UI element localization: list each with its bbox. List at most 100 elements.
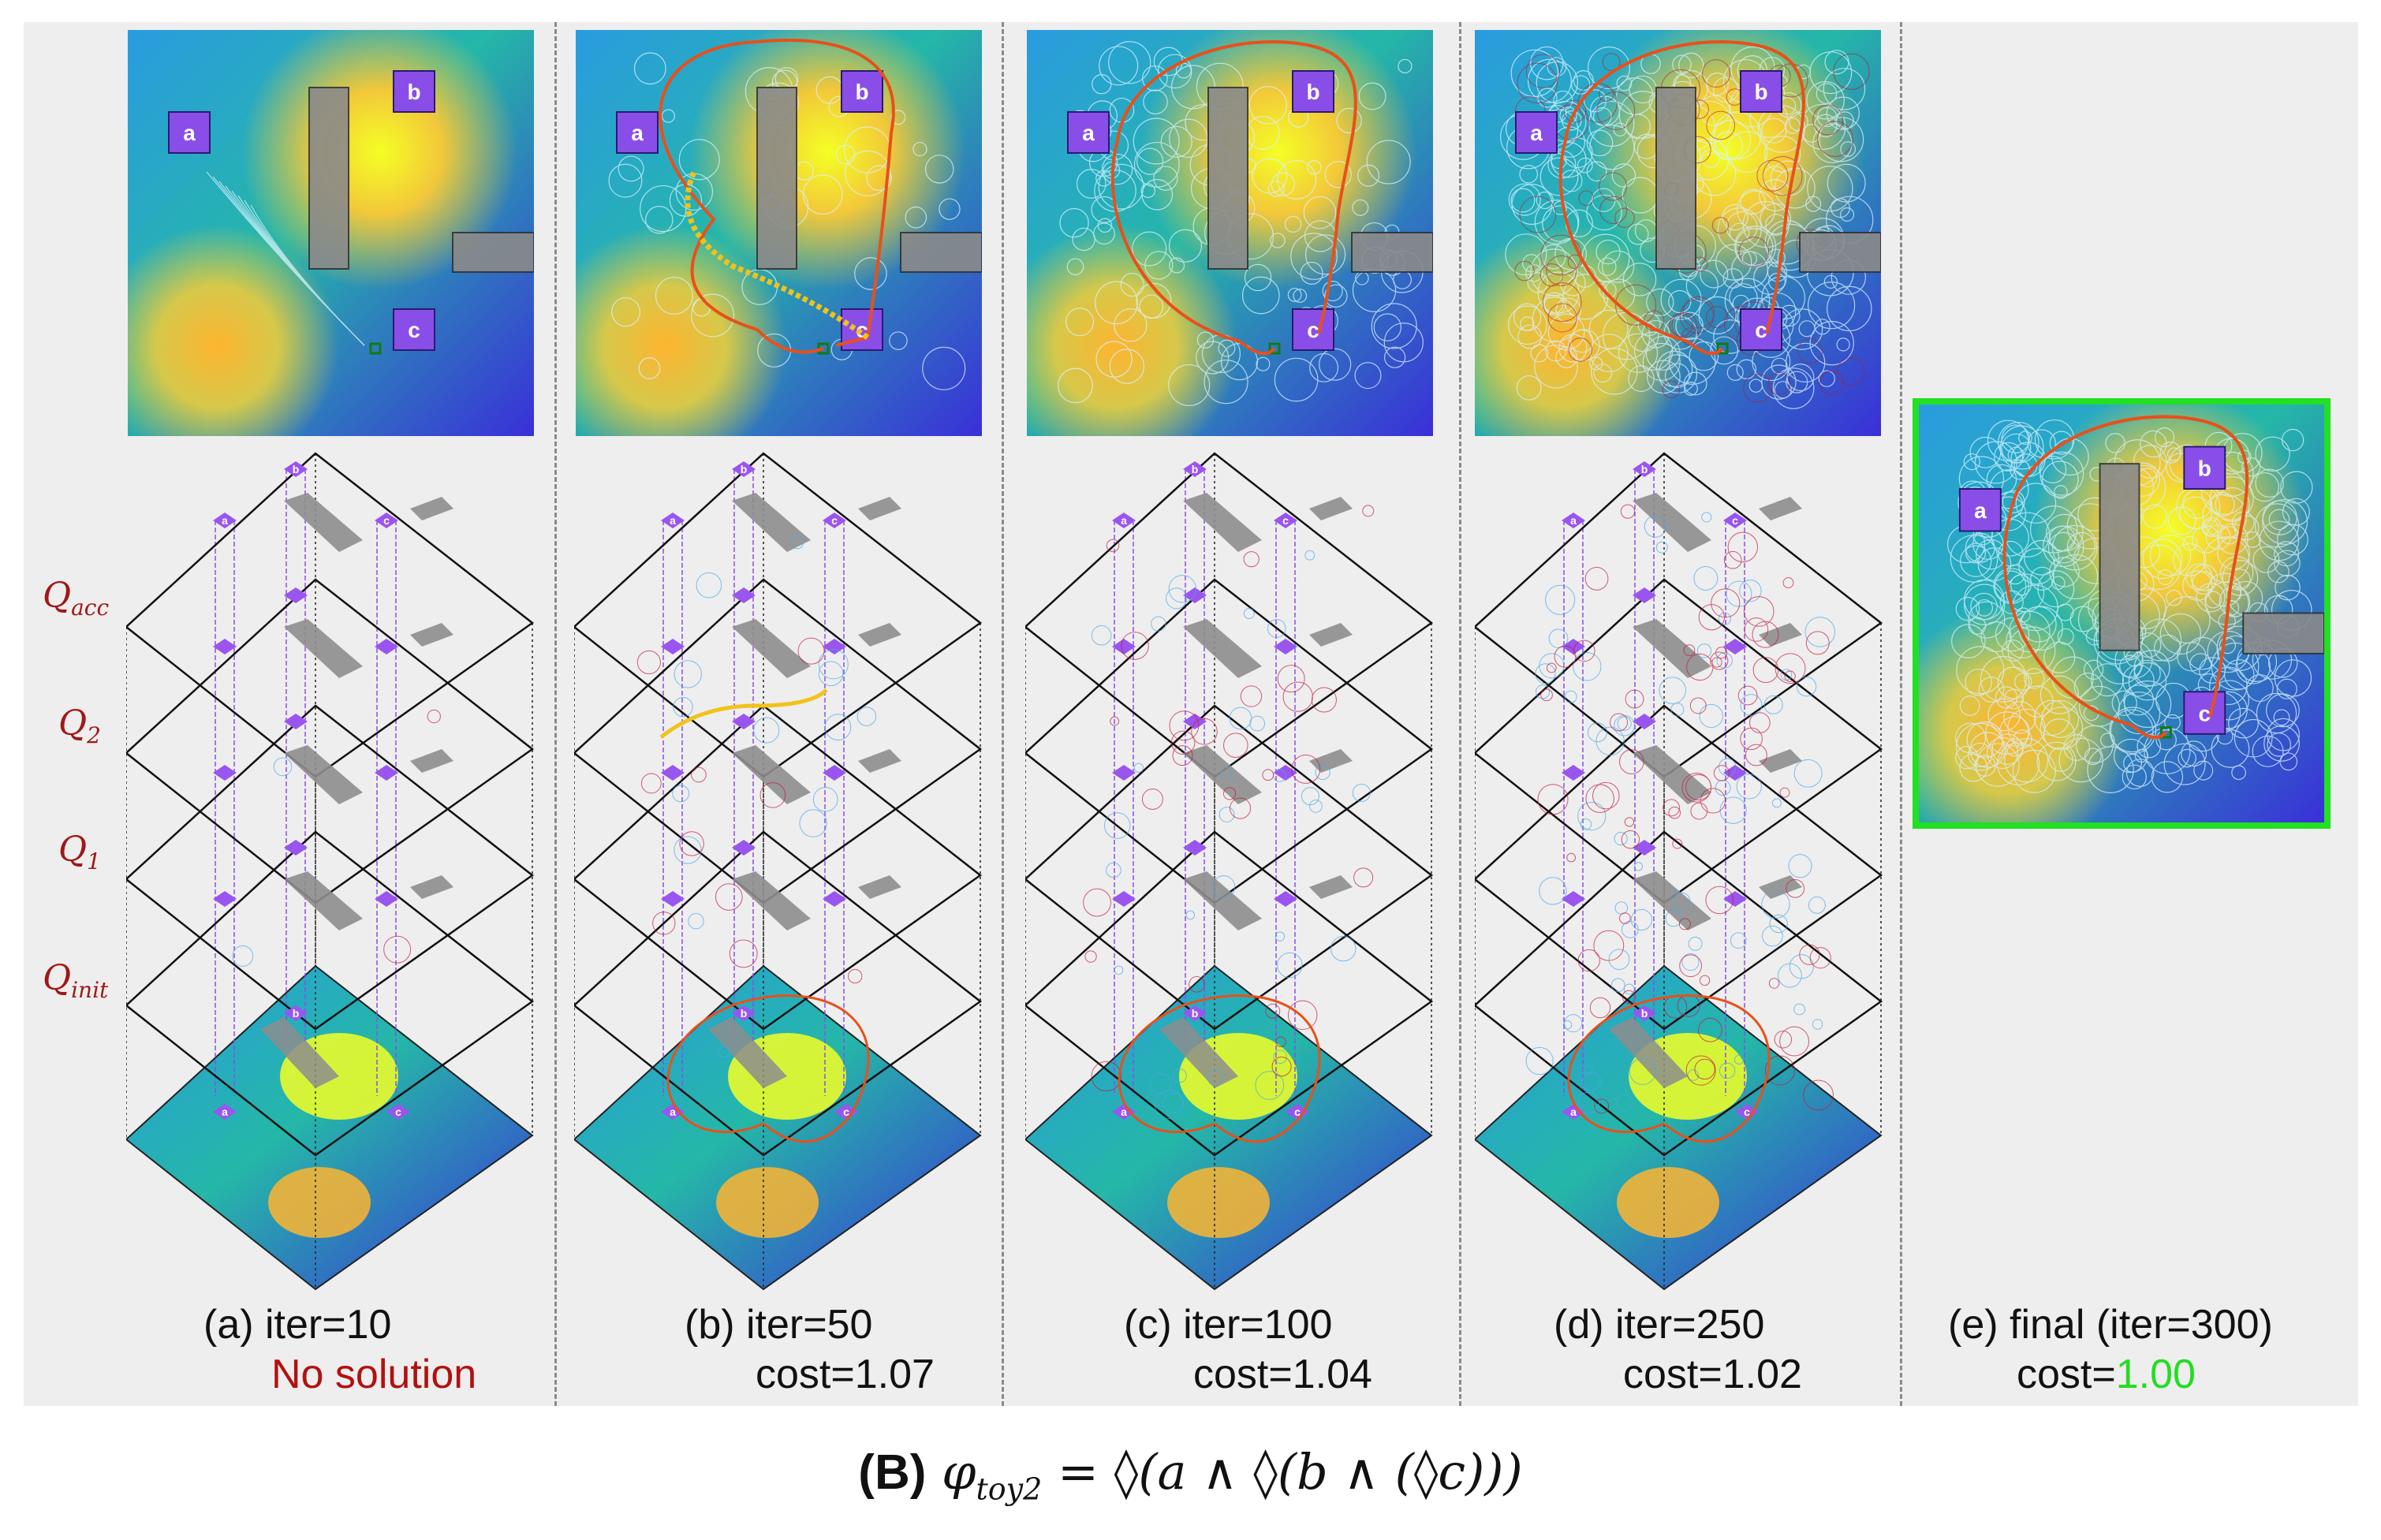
region-label: a — [1570, 514, 1577, 527]
obstacle — [284, 619, 363, 678]
exploration-tree — [1091, 550, 1371, 1120]
panel-separator — [1459, 22, 1461, 1406]
region-b: b — [1740, 70, 1782, 113]
obstacle — [1159, 1017, 1238, 1088]
region-c — [375, 891, 398, 907]
region-a — [661, 765, 685, 781]
region-label: b — [1192, 463, 1199, 475]
region-a — [213, 891, 237, 907]
layer-plane — [574, 704, 983, 1031]
region-a — [661, 891, 685, 907]
region-c — [375, 765, 398, 781]
region-c: c — [375, 513, 398, 528]
region-c — [823, 891, 846, 907]
obstacle — [1309, 875, 1353, 899]
obstacles — [2099, 463, 2324, 654]
obstacle — [410, 497, 453, 520]
figure-caption: (B) φtoy2 = ◊(a ∧ ◊(b ∧ (◊c))) — [858, 1443, 1523, 1507]
product-automaton-stack-a: a b c a b c — [126, 446, 536, 1297]
region-label: c — [843, 1106, 849, 1118]
region-c — [1274, 639, 1297, 654]
region-a — [213, 765, 237, 781]
solution-path — [1110, 40, 1357, 356]
region-b: b — [1183, 461, 1207, 477]
obstacles — [1655, 87, 1881, 273]
region-columns — [662, 469, 845, 1096]
exploration-tree — [232, 757, 293, 967]
start-marker — [1716, 342, 1729, 355]
panel-e-label: (e) final (iter=300) — [1948, 1302, 2273, 1348]
panel-d-status: cost=1.02 — [1623, 1352, 1802, 1397]
region-c: c — [1274, 513, 1297, 528]
region-label: b — [1641, 463, 1648, 475]
layer-plane — [126, 704, 535, 1031]
region-c: c — [1292, 308, 1334, 351]
obstacle — [1759, 497, 1802, 520]
region-b — [1183, 1005, 1207, 1021]
region-label: c — [831, 514, 838, 527]
region-label: a — [1530, 121, 1543, 145]
product-automaton-stack-b: a b c a b c — [574, 446, 984, 1297]
obstacle — [1759, 623, 1802, 647]
obstacle — [1183, 745, 1262, 804]
panel-separator — [1002, 22, 1004, 1406]
region-label: c — [408, 318, 420, 342]
region-label: c — [1282, 514, 1289, 527]
panel-a-label: (a) iter=10 — [203, 1302, 392, 1348]
solution-path — [1558, 40, 1805, 356]
layer-label-acc: Qacc — [43, 576, 110, 621]
obstacle — [1309, 623, 1353, 647]
region-columns — [215, 469, 397, 1096]
region-label: a — [183, 121, 196, 145]
layer-plane — [1475, 830, 1883, 1157]
base-regions: a b c — [1562, 1005, 1759, 1120]
region-a — [1562, 765, 1585, 781]
layer-plane — [574, 578, 983, 904]
cost-hotspot — [268, 1167, 371, 1238]
region-c — [1723, 639, 1747, 654]
region-label: c — [1294, 1106, 1301, 1118]
layer-plane — [1025, 830, 1434, 1157]
region-c — [1723, 891, 1747, 907]
region-b: b — [393, 70, 435, 113]
panel-b-label: (b) iter=50 — [685, 1302, 873, 1348]
region-b: b — [284, 461, 308, 477]
region-b — [284, 714, 308, 729]
region-b — [1183, 587, 1207, 603]
region-b: b — [1633, 461, 1656, 477]
obstacle — [858, 623, 901, 647]
solution-path — [1118, 994, 1321, 1143]
region-a: a — [1562, 513, 1585, 528]
obstacle — [410, 749, 453, 773]
solution-path — [2002, 415, 2249, 740]
region-b: b — [2183, 446, 2226, 490]
region-label: a — [1974, 498, 1987, 523]
panel-separator — [1900, 22, 1902, 1406]
obstacles — [308, 87, 534, 273]
region-c: c — [393, 308, 435, 351]
product-automaton-stack-d: a b c a b c — [1475, 446, 1885, 1297]
obstacle — [732, 493, 811, 552]
region-c — [823, 765, 846, 781]
region-a: a — [1958, 488, 2002, 532]
exploration-tree — [1525, 512, 1836, 1113]
obstacles — [756, 87, 982, 273]
obstacle — [1633, 493, 1711, 552]
cost-hotspot — [716, 1167, 819, 1238]
obstacle — [858, 749, 901, 773]
region-c — [1286, 1104, 1309, 1120]
region-b — [284, 587, 308, 603]
region-label: c — [1744, 1106, 1750, 1118]
region-label: a — [222, 1106, 228, 1118]
obstacle — [1633, 745, 1711, 804]
region-label: b — [293, 463, 300, 475]
region-label: b — [293, 1007, 300, 1020]
region-a — [661, 1104, 685, 1120]
region-label: a — [670, 514, 676, 527]
explored-branches — [1537, 504, 1834, 1114]
region-b — [732, 587, 756, 603]
region-label: a — [1121, 1106, 1127, 1118]
panel-e-status: cost=1.00 — [2017, 1352, 2196, 1397]
region-columns — [1114, 469, 1296, 1096]
